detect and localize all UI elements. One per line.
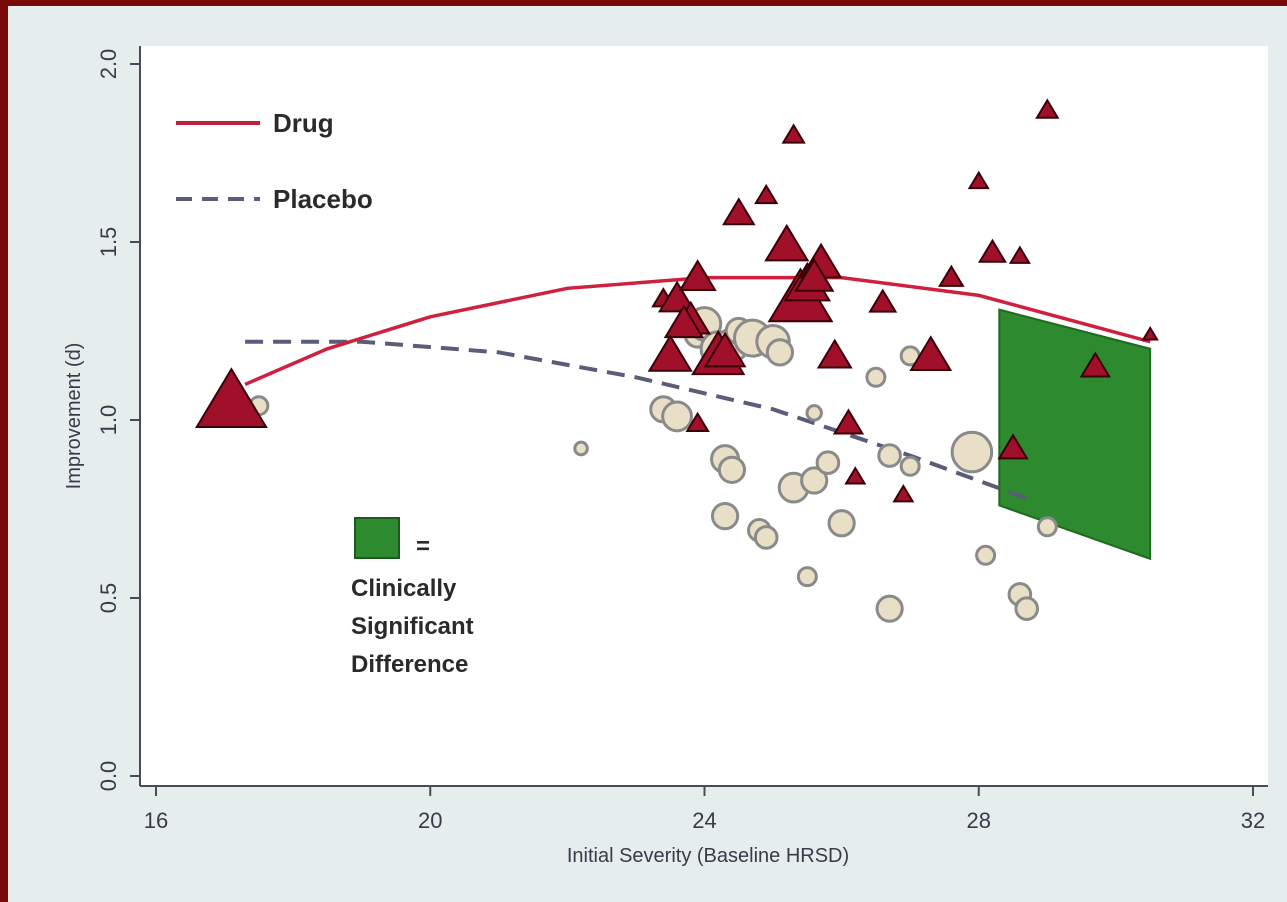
significance-note: = Clinically Significant Difference (351, 517, 474, 678)
placebo-point (1014, 596, 1040, 621)
drug-point (967, 170, 990, 190)
drug-point (816, 338, 853, 369)
drug-point (1141, 326, 1159, 341)
placebo-point (950, 430, 994, 474)
legend-drug-label: Drug (273, 108, 334, 138)
drug-point (892, 484, 915, 503)
x-tick-label: 32 (1241, 808, 1265, 833)
placebo-point (573, 440, 589, 457)
drug-point (997, 433, 1029, 460)
drug-point (793, 258, 835, 292)
x-tick-label: 28 (967, 808, 991, 833)
placebo-point (800, 466, 829, 495)
placebo-point (875, 594, 904, 623)
placebo-point (877, 443, 902, 468)
placebo-point (753, 525, 779, 550)
placebo-point (796, 566, 818, 588)
chart-frame: 16 20 24 28 32 0.0 0.5 1.0 1.5 2.0 Initial Severi… (8, 6, 1287, 902)
significance-line-2: Significant (351, 613, 474, 640)
placebo-point (710, 502, 740, 531)
drug-point (195, 367, 268, 428)
significance-line-3: Difference (351, 651, 468, 678)
placebo-point (975, 544, 997, 566)
drug-point (657, 280, 697, 313)
placebo-point (815, 450, 841, 476)
placebo-point (1036, 516, 1058, 538)
placebo-fit-line (245, 339, 1028, 501)
drug-point (764, 223, 810, 262)
drug-point (754, 183, 779, 205)
drug-point (909, 335, 953, 371)
placebo-point (765, 338, 795, 367)
placebo-point (805, 404, 823, 422)
drug-point (663, 304, 705, 339)
y-tick-label: 0.5 (96, 583, 121, 614)
placebo-point (827, 509, 856, 538)
x-axis-title: Initial Severity (Baseline HRSD) (567, 845, 849, 867)
y-tick-label: 1.5 (96, 227, 121, 258)
x-tick-label: 24 (692, 808, 716, 833)
drug-point (678, 259, 717, 291)
drug-point (977, 238, 1007, 263)
drug-point (722, 197, 756, 226)
drug-point (1079, 351, 1111, 378)
drug-point (868, 288, 898, 313)
drug-point (1008, 245, 1031, 264)
significance-equals: = (416, 533, 430, 560)
drug-point (647, 334, 693, 372)
placebo-point (717, 455, 747, 484)
drug-point (703, 331, 747, 368)
legend: Drug Placebo (176, 108, 373, 214)
legend-placebo-label: Placebo (273, 184, 373, 214)
drug-point (844, 466, 867, 485)
y-axis-title: Improvement (d) (63, 343, 85, 490)
drug-point (1035, 98, 1060, 119)
significant-difference-region (998, 308, 1152, 561)
placebo-point (865, 366, 887, 388)
placebo-point (661, 400, 693, 433)
drug-point (685, 411, 710, 432)
placebo-point (899, 455, 921, 477)
y-tick-label: 1.0 (96, 405, 121, 436)
drug-point (781, 123, 806, 144)
significance-swatch (354, 517, 400, 559)
x-tick-label: 20 (418, 808, 442, 833)
y-tick-label: 0.0 (96, 761, 121, 792)
drug-point (832, 408, 865, 435)
x-tick-label: 16 (144, 808, 168, 833)
drug-point (938, 264, 965, 287)
significance-line-1: Clinically (351, 575, 457, 602)
y-tick-label: 2.0 (96, 49, 121, 80)
drug-fit-line (244, 275, 1151, 387)
scatter-chart: 16 20 24 28 32 0.0 0.5 1.0 1.5 2.0 Initial Severi… (63, 46, 1268, 867)
